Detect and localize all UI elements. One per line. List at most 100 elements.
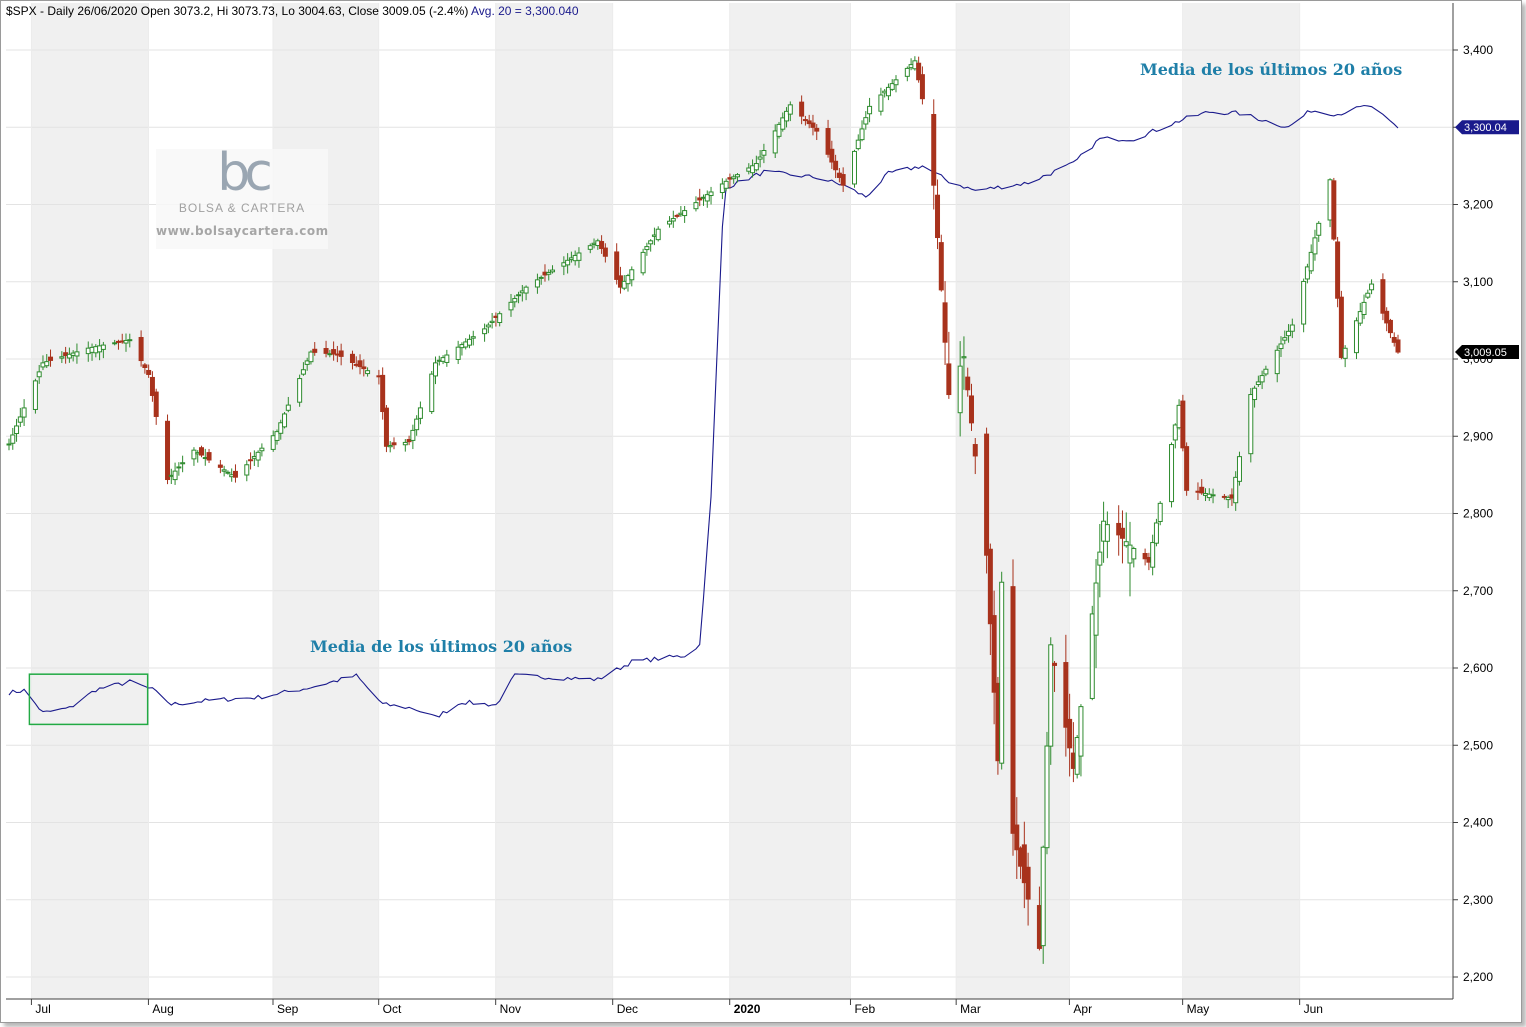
candle-body: [1278, 343, 1284, 350]
candle-body: [772, 130, 778, 154]
candle-body: [433, 362, 439, 377]
candle-body: [361, 366, 367, 370]
header-avg: Avg. 20 = 3,300.040: [470, 4, 579, 18]
candle-body: [149, 376, 155, 396]
candle-body: [587, 245, 593, 250]
candle-body: [1357, 311, 1363, 324]
candle-body: [1093, 582, 1099, 636]
candle-body: [1142, 553, 1148, 560]
bolsa-cartera-logo: bc BOLSA & CARTERA www.bolsaycartera.com: [156, 145, 328, 249]
candle-body: [278, 422, 284, 434]
candle-body: [1387, 319, 1393, 334]
candle-body: [1312, 237, 1318, 255]
candle-body: [300, 369, 306, 375]
candle-body: [546, 272, 552, 275]
candle-body: [648, 240, 654, 245]
candle-body: [614, 251, 620, 280]
x-tick-label: May: [1187, 1002, 1210, 1016]
candle-body: [961, 356, 967, 359]
x-tick-label: Jun: [1304, 1002, 1323, 1016]
candle-body: [1172, 424, 1178, 441]
candle-body: [66, 353, 72, 359]
candle-body: [863, 117, 869, 125]
candle-body: [855, 139, 861, 150]
candle-body: [455, 346, 461, 360]
candle-body: [829, 148, 835, 163]
candle-body: [602, 247, 608, 257]
candle-body: [312, 348, 318, 353]
y-tick-label: 2,900: [1463, 429, 1493, 443]
candle-body: [1335, 241, 1341, 299]
candle-body: [176, 466, 182, 469]
candle-body: [1104, 524, 1110, 542]
candle-body: [44, 361, 50, 367]
y-tick-label: 2,500: [1463, 738, 1493, 752]
y-tick-label: 2,700: [1463, 584, 1493, 598]
candle-body: [6, 443, 12, 446]
candle-body: [365, 370, 371, 375]
y-tick-label: 2,300: [1463, 893, 1493, 907]
highlight-box: [28, 673, 149, 726]
candle-body: [444, 354, 450, 363]
candle-body: [1289, 324, 1295, 332]
candle-body: [165, 420, 171, 481]
last-close-tag: 3,009.05: [1464, 347, 1507, 359]
candle-body: [965, 376, 971, 391]
candle-body: [1380, 279, 1386, 314]
month-band: [1182, 3, 1300, 999]
candle-body: [814, 127, 820, 132]
candle-body: [984, 433, 990, 556]
candle-body: [757, 156, 763, 160]
candle-body: [274, 431, 280, 441]
candle-body: [670, 218, 676, 222]
candle-body: [508, 301, 514, 311]
candle-body: [357, 360, 363, 368]
candle-body: [1282, 337, 1288, 341]
candle-body: [1123, 541, 1129, 547]
candle-body: [138, 336, 144, 362]
candle-body: [142, 364, 148, 368]
candle-body: [180, 462, 186, 465]
candle-body: [938, 242, 944, 291]
candle-body: [1316, 222, 1322, 236]
candle-body: [550, 269, 556, 273]
candle-body: [753, 163, 759, 171]
candle-body: [987, 548, 993, 625]
candle-body: [644, 246, 650, 251]
candle-body: [867, 105, 873, 115]
candle-body: [1342, 347, 1348, 359]
candle-body: [1248, 394, 1254, 455]
candle-body: [761, 150, 767, 156]
candle-body: [806, 120, 812, 125]
candle-body: [1067, 718, 1073, 749]
y-tick-label: 2,400: [1463, 816, 1493, 830]
candle-body: [244, 464, 250, 476]
candle-body: [731, 176, 737, 180]
candle-body: [482, 328, 488, 335]
candle-body: [225, 471, 231, 474]
candle-body: [621, 280, 627, 289]
x-tick-label: Dec: [617, 1002, 638, 1016]
candle-body: [14, 425, 20, 435]
candle-body: [1210, 494, 1216, 497]
candle-body: [282, 413, 288, 428]
candle-body: [833, 160, 839, 171]
candle-body: [1301, 280, 1307, 325]
candle-body: [255, 451, 261, 461]
candle-body: [1384, 310, 1390, 324]
candle-body: [1331, 180, 1337, 240]
candle-body: [942, 302, 948, 343]
y-tick-label: 3,400: [1463, 43, 1493, 57]
x-tick-label: Jul: [35, 1002, 50, 1016]
candle-body: [1048, 644, 1054, 747]
candle-body: [523, 286, 529, 294]
x-tick-label: Apr: [1073, 1002, 1092, 1016]
candle-body: [576, 252, 582, 261]
candle-body: [1078, 706, 1084, 757]
candle-body: [878, 94, 884, 112]
candle-body: [323, 348, 329, 354]
y-tick-label: 2,800: [1463, 507, 1493, 521]
candle-body: [784, 110, 790, 122]
candle-body: [919, 74, 925, 100]
